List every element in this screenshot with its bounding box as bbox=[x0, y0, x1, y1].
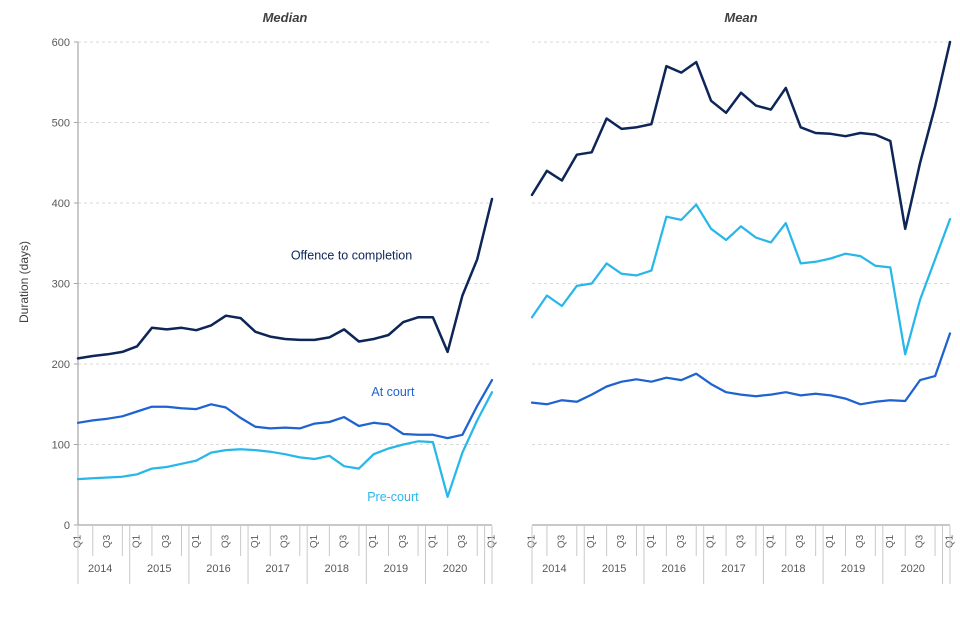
quarter-label: Q3 bbox=[161, 534, 172, 548]
year-label: 2020 bbox=[900, 563, 924, 575]
year-label: 2020 bbox=[443, 563, 467, 575]
series-annotation-pre_court: Pre-court bbox=[367, 490, 419, 504]
year-label: 2019 bbox=[384, 563, 408, 575]
quarter-label: Q3 bbox=[855, 534, 866, 548]
quarter-label: Q1 bbox=[132, 534, 143, 548]
y-tick-label: 400 bbox=[52, 198, 70, 210]
quarter-label: Q1 bbox=[885, 534, 896, 548]
y-tick-label: 200 bbox=[52, 359, 70, 371]
quarter-label: Q1 bbox=[309, 534, 320, 548]
quarter-label: Q1 bbox=[427, 534, 438, 548]
series-line-at_court-median bbox=[76, 378, 494, 440]
year-label: 2015 bbox=[602, 563, 626, 575]
quarter-label: Q1 bbox=[646, 534, 657, 548]
year-label: 2016 bbox=[206, 563, 230, 575]
quarter-label: Q3 bbox=[915, 534, 926, 548]
quarter-label: Q3 bbox=[736, 534, 747, 548]
year-label: 2019 bbox=[841, 563, 865, 575]
quarter-label: Q1 bbox=[250, 534, 261, 548]
y-tick-label: 0 bbox=[64, 520, 70, 532]
median-panel-title: Median bbox=[262, 10, 308, 25]
year-label: 2017 bbox=[265, 563, 289, 575]
y-tick-label: 300 bbox=[52, 279, 70, 291]
year-label: 2014 bbox=[88, 563, 112, 575]
quarter-label: Q3 bbox=[616, 534, 627, 548]
series-line-pre_court-median bbox=[76, 391, 494, 498]
quarter-label: Q3 bbox=[676, 534, 687, 548]
series-line-offence-median bbox=[76, 197, 494, 360]
quarter-label: Q1 bbox=[825, 534, 836, 548]
series-line-pre_court-mean bbox=[530, 203, 952, 356]
year-label: 2016 bbox=[662, 563, 686, 575]
y-tick-label: 600 bbox=[52, 37, 70, 49]
series-annotation-at_court: At court bbox=[371, 385, 415, 399]
quarter-label: Q3 bbox=[220, 534, 231, 548]
quarter-label: Q3 bbox=[795, 534, 806, 548]
series-line-offence-mean bbox=[530, 40, 952, 231]
quarter-label: Q1 bbox=[191, 534, 202, 548]
quarter-label: Q1 bbox=[586, 534, 597, 548]
quarter-label: Q1 bbox=[765, 534, 776, 548]
quarter-label: Q3 bbox=[102, 534, 113, 548]
quarter-label: Q3 bbox=[280, 534, 291, 548]
mean-panel-title: Mean bbox=[724, 10, 758, 25]
year-label: 2018 bbox=[781, 563, 805, 575]
y-axis-title: Duration (days) bbox=[17, 240, 31, 324]
year-label: 2017 bbox=[721, 563, 745, 575]
year-label: 2015 bbox=[147, 563, 171, 575]
quarter-label: Q3 bbox=[556, 534, 567, 548]
year-label: 2018 bbox=[325, 563, 349, 575]
quarter-label: Q1 bbox=[368, 534, 379, 548]
year-label: 2014 bbox=[542, 563, 566, 575]
series-annotation-offence: Offence to completion bbox=[291, 248, 412, 262]
quarter-label: Q3 bbox=[457, 534, 468, 548]
series-line-at_court-mean bbox=[530, 332, 952, 406]
quarter-label: Q1 bbox=[706, 534, 717, 548]
quarter-label: Q3 bbox=[339, 534, 350, 548]
quarter-label: Q3 bbox=[398, 534, 409, 548]
y-tick-label: 500 bbox=[52, 118, 70, 130]
y-tick-label: 100 bbox=[52, 440, 70, 452]
